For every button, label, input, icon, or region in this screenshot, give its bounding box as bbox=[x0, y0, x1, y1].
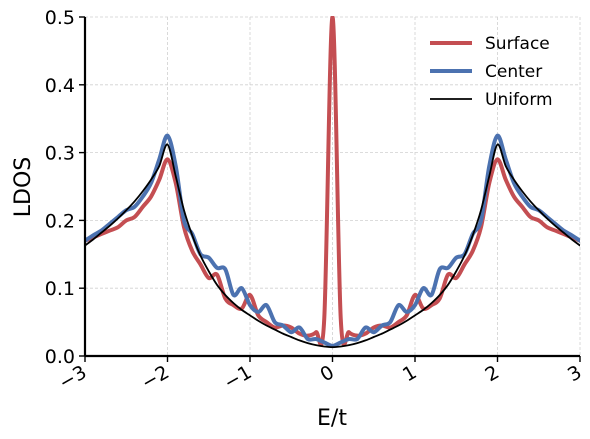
x-tick-label-3: 0 bbox=[317, 361, 338, 386]
y-tick-label-2: 0.2 bbox=[45, 210, 75, 232]
y-tick-label-1: 0.1 bbox=[45, 278, 75, 300]
x-tick-label-6: 3 bbox=[564, 361, 585, 386]
y-tick-label-4: 0.4 bbox=[45, 75, 75, 97]
y-tick-label-0: 0.0 bbox=[45, 346, 75, 368]
y-axis-label: LDOS bbox=[11, 157, 36, 217]
y-tick-label-3: 0.3 bbox=[45, 143, 75, 165]
series-line-center bbox=[85, 133, 580, 348]
y-tick-label-5: 0.5 bbox=[45, 7, 75, 29]
legend-label-uniform: Uniform bbox=[485, 90, 553, 110]
x-tick-label-1: −2 bbox=[138, 361, 173, 394]
x-tick-label-5: 2 bbox=[482, 361, 503, 386]
legend-label-center: Center bbox=[485, 62, 542, 82]
x-tick-label-2: −1 bbox=[220, 361, 255, 394]
series-lines bbox=[85, 16, 580, 349]
series-line-uniform bbox=[85, 143, 580, 349]
legend-label-surface: Surface bbox=[485, 34, 550, 54]
x-axis-label: E/t bbox=[317, 406, 347, 431]
legend: Surface Center Uniform bbox=[430, 34, 553, 110]
series-line-surface bbox=[85, 16, 580, 347]
x-tick-label-4: 1 bbox=[399, 361, 420, 386]
